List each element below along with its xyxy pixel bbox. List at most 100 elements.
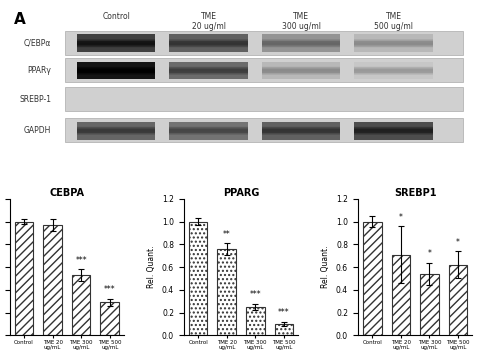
Text: C/EBPα: C/EBPα (24, 39, 51, 48)
Bar (77, 72, 155, 74)
Bar (354, 72, 433, 74)
Bar (77, 62, 155, 79)
Bar (262, 130, 340, 132)
Bar (169, 130, 248, 132)
Bar (77, 133, 155, 135)
Bar (169, 129, 248, 131)
Text: TME
500 ug/ml: TME 500 ug/ml (374, 12, 413, 31)
Bar (354, 67, 433, 69)
Bar (262, 68, 340, 71)
Bar (262, 128, 340, 131)
Bar (169, 67, 248, 69)
Text: TME
20 ug/ml: TME 20 ug/ml (192, 12, 226, 31)
Bar (262, 132, 340, 134)
Bar (354, 72, 433, 74)
Bar (169, 35, 248, 52)
Bar (77, 72, 155, 74)
Bar (169, 44, 248, 46)
Bar (77, 128, 155, 131)
Bar (262, 42, 340, 44)
Text: *: * (456, 238, 460, 247)
Text: *: * (399, 213, 403, 222)
Bar (354, 45, 433, 47)
Bar (169, 67, 248, 70)
Bar (65, 58, 463, 82)
Bar (262, 71, 340, 73)
Bar (262, 67, 340, 70)
Bar (77, 71, 155, 73)
Bar (77, 66, 155, 68)
Bar (77, 126, 155, 128)
Bar (169, 46, 248, 48)
Bar (262, 132, 340, 134)
Bar (169, 132, 248, 134)
Bar (262, 71, 340, 73)
Bar (354, 73, 433, 75)
Bar (77, 128, 155, 130)
Bar (77, 69, 155, 71)
Bar (169, 128, 248, 130)
Bar (354, 132, 433, 134)
Bar (169, 71, 248, 73)
Bar (262, 40, 340, 42)
Bar (354, 122, 433, 139)
Bar (169, 44, 248, 47)
Bar (262, 122, 340, 139)
Bar (262, 69, 340, 71)
Title: CEBPA: CEBPA (50, 188, 84, 198)
Bar (77, 132, 155, 134)
Bar (262, 41, 340, 43)
Bar (262, 131, 340, 133)
Bar (354, 131, 433, 133)
Text: ***: *** (75, 256, 87, 265)
Bar (262, 45, 340, 47)
Bar (77, 71, 155, 73)
Bar (354, 42, 433, 44)
Bar (354, 39, 433, 41)
Text: **: ** (223, 230, 230, 239)
Bar (169, 41, 248, 43)
Bar (262, 127, 340, 129)
Bar (77, 68, 155, 70)
Bar (65, 87, 463, 111)
Bar (354, 126, 433, 128)
Text: A: A (14, 12, 26, 27)
Bar (169, 70, 248, 72)
Bar (354, 128, 433, 130)
Bar (169, 69, 248, 71)
Bar (354, 40, 433, 42)
Bar (262, 35, 340, 52)
Text: ***: *** (278, 308, 290, 317)
Bar (354, 41, 433, 43)
Bar (169, 126, 248, 128)
Bar (77, 131, 155, 133)
Bar (262, 46, 340, 48)
Bar (275, 324, 293, 335)
Bar (354, 129, 433, 131)
Bar (77, 130, 155, 132)
Bar (354, 132, 433, 134)
Bar (169, 68, 248, 70)
Bar (169, 128, 248, 131)
Bar (354, 131, 433, 133)
Bar (77, 40, 155, 42)
Bar (262, 40, 340, 42)
Bar (262, 126, 340, 128)
Bar (354, 66, 433, 68)
Bar (77, 43, 155, 46)
Bar (100, 303, 119, 335)
Bar (169, 122, 248, 139)
Bar (77, 67, 155, 69)
Bar (169, 127, 248, 129)
Bar (169, 131, 248, 133)
Bar (77, 122, 155, 139)
Bar (77, 46, 155, 48)
Bar (354, 127, 433, 130)
Bar (262, 72, 340, 74)
Bar (217, 249, 236, 335)
Bar (354, 70, 433, 72)
Text: ***: *** (250, 290, 261, 299)
Bar (77, 127, 155, 130)
Bar (262, 43, 340, 46)
Bar (262, 128, 340, 130)
